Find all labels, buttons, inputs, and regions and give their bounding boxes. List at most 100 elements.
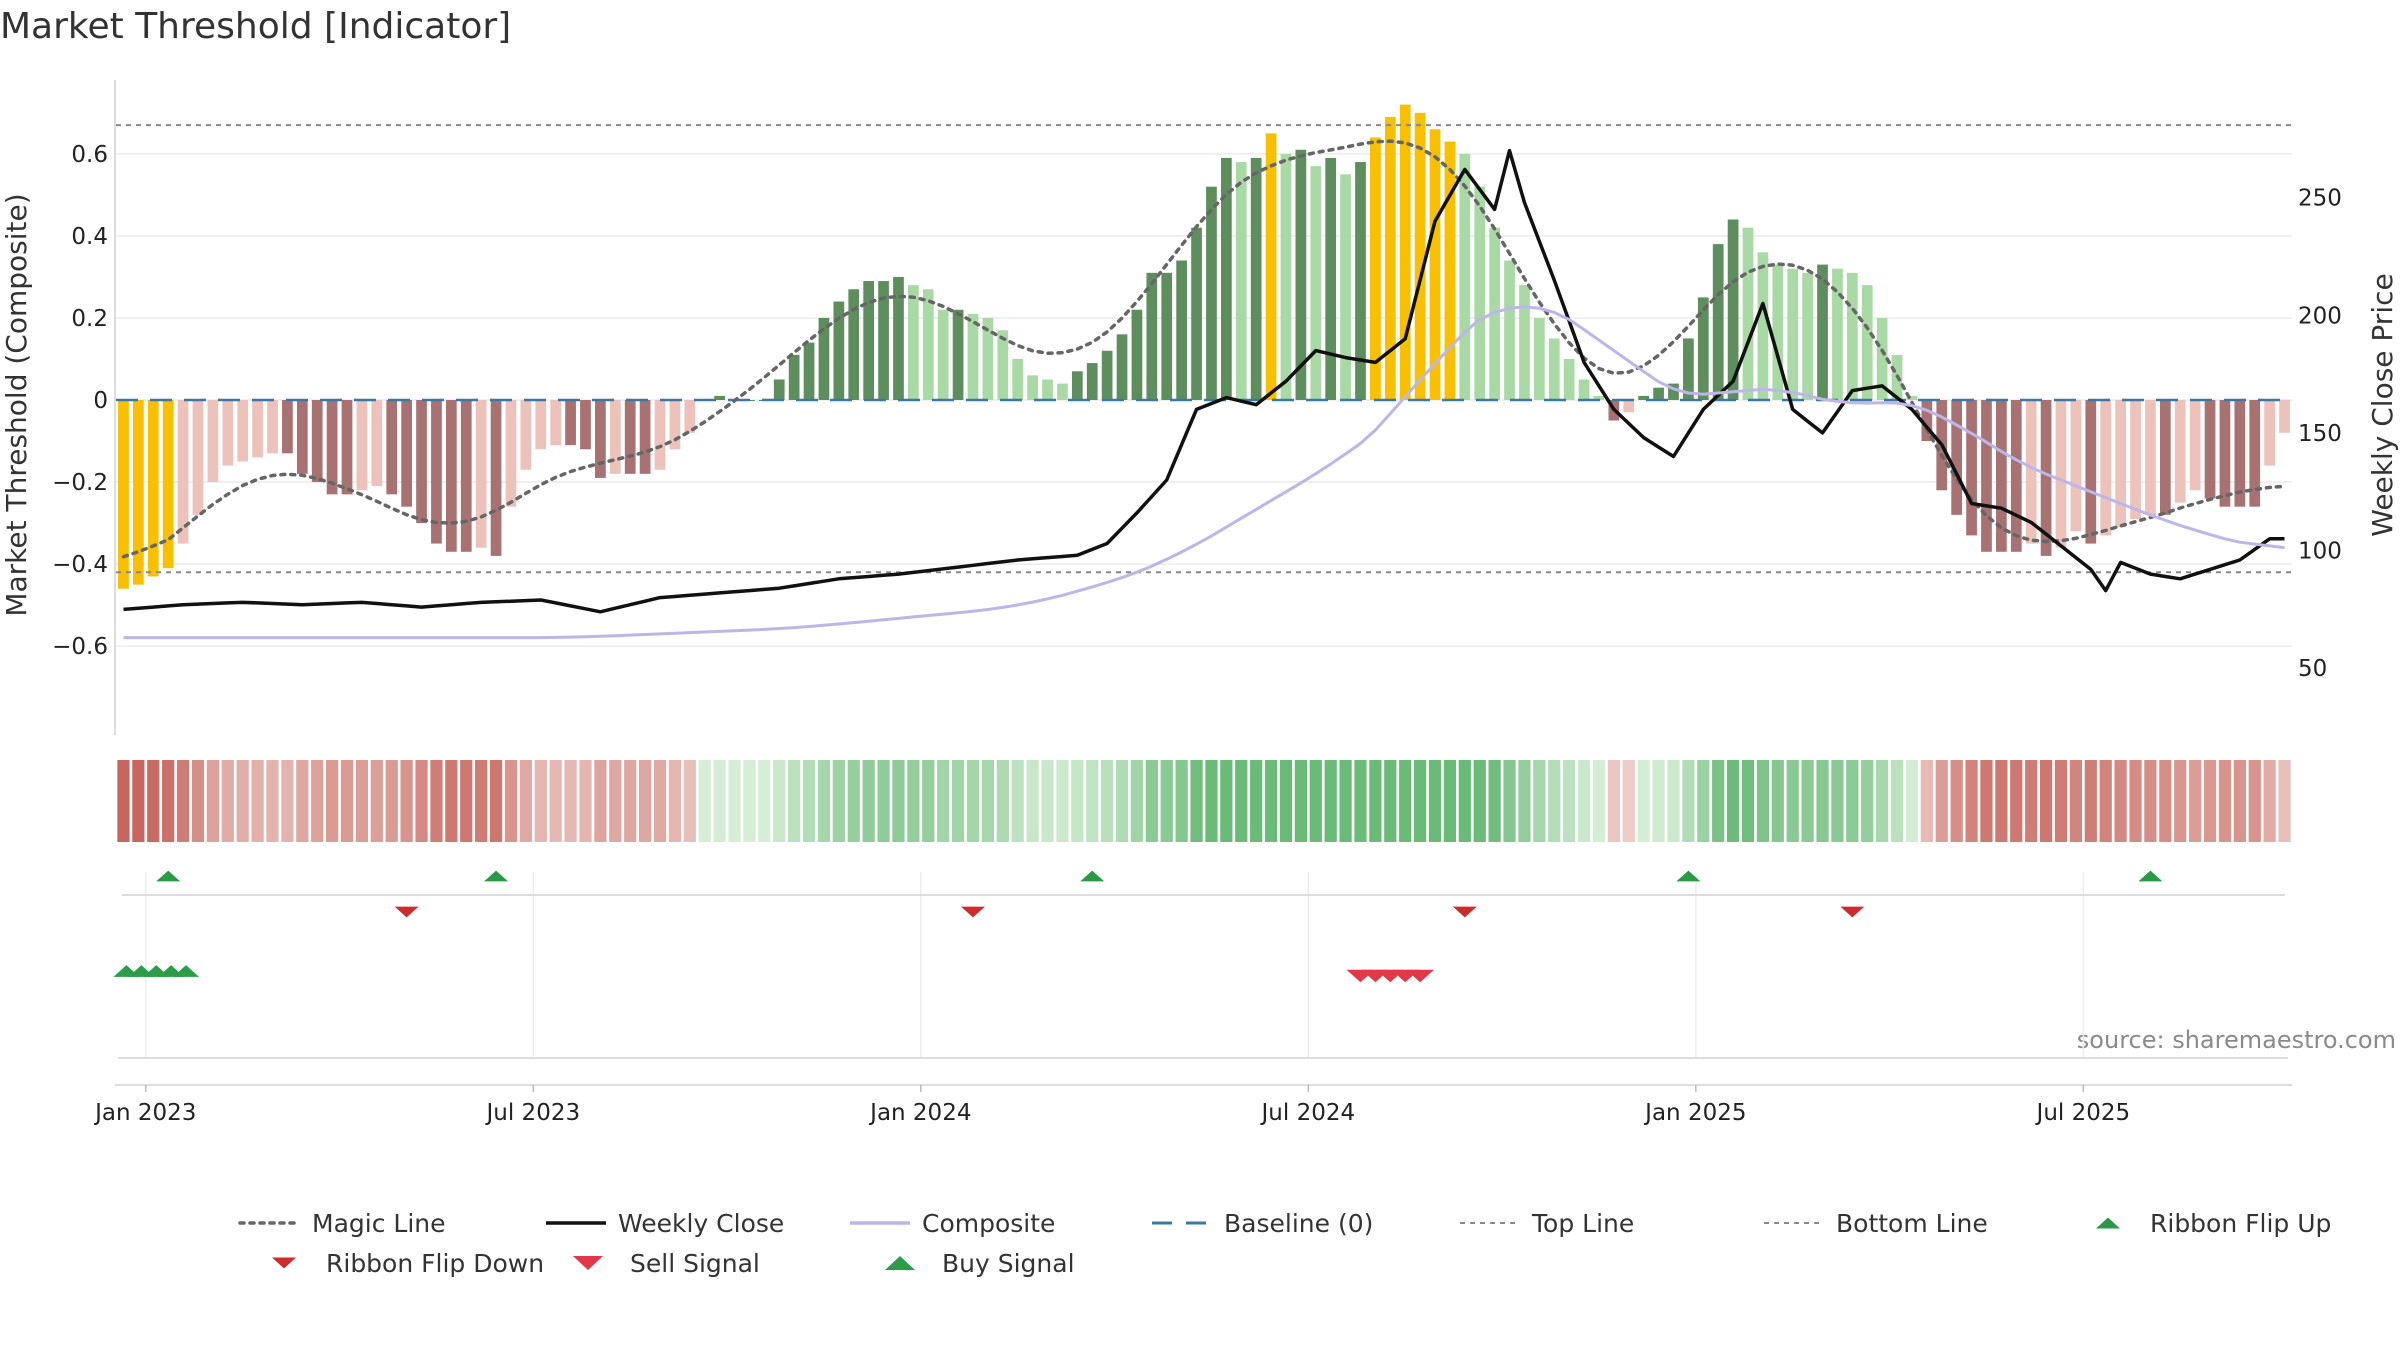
ribbon-cell: [951, 760, 965, 842]
composite-bar: [565, 400, 576, 446]
ribbon-cell: [877, 760, 890, 842]
composite-bar: [296, 400, 308, 474]
composite-bar: [1712, 244, 1724, 400]
composite-bar: [311, 400, 323, 483]
composite-bar: [1861, 285, 1873, 400]
x-tick-label: Jan 2023: [93, 1100, 196, 1126]
ribbon-cell: [698, 760, 711, 842]
composite-bar: [1832, 268, 1843, 400]
ribbon-cell: [430, 760, 443, 842]
legend-item-sell: Sell Signal: [573, 1249, 760, 1278]
ribbon-flip-up-marker: [1676, 870, 1701, 882]
legend-item-buy: Buy Signal: [885, 1249, 1075, 1278]
ribbon-cell: [2248, 760, 2261, 842]
legend-swatch-flipdown: [272, 1257, 296, 1269]
chart-title: Market Threshold [Indicator]: [0, 6, 511, 47]
composite-bar: [982, 317, 994, 400]
ribbon-cell: [1592, 760, 1606, 842]
legend-item-composite: Composite: [850, 1209, 1055, 1238]
composite-bar: [1519, 285, 1530, 400]
x-tick-label: Jul 2025: [2035, 1100, 2131, 1126]
composite-bar: [341, 400, 353, 495]
composite-bar: [1459, 153, 1471, 400]
ribbon-cell: [355, 760, 369, 842]
legend-label: Weekly Close: [618, 1209, 784, 1238]
composite-bar: [252, 400, 263, 458]
ribbon-cell: [1160, 760, 1173, 842]
ribbon-cell: [1533, 760, 1546, 842]
legend-label: Buy Signal: [942, 1249, 1075, 1278]
ribbon-cell: [176, 760, 190, 842]
y-axis-label: Market Threshold (Composite): [0, 193, 33, 616]
source-note: source: sharemaestro.com: [2077, 1026, 2396, 1054]
ribbon-cell: [1726, 760, 1740, 842]
composite-bar: [1444, 141, 1456, 401]
composite-bar: [1235, 162, 1247, 400]
composite-bar: [2100, 400, 2112, 536]
composite-bar: [1042, 379, 1053, 400]
ribbon-cell: [2263, 760, 2276, 842]
ribbon-cell: [296, 760, 309, 842]
ribbon-cell: [1026, 760, 1039, 842]
ribbon-cell: [564, 760, 577, 842]
composite-bar: [1325, 157, 1337, 400]
ribbon-cell: [2278, 760, 2291, 842]
composite-bar: [1161, 272, 1173, 400]
y-tick-label: −0.4: [52, 552, 108, 578]
composite-bar: [1206, 186, 1217, 400]
ribbon-cell: [2174, 760, 2187, 842]
composite-bar: [1146, 272, 1158, 400]
composite-bar: [1191, 227, 1202, 400]
ribbon-cell: [2144, 760, 2157, 842]
ribbon-flip-down-marker: [1452, 906, 1477, 918]
ribbon-cell: [117, 760, 130, 842]
composite-bar: [1981, 400, 1992, 552]
composite-bar: [1414, 112, 1426, 401]
y2-tick-label: 200: [2298, 303, 2342, 329]
ribbon-cell: [132, 760, 145, 842]
ribbon-cell: [1428, 760, 1442, 842]
ribbon-cell: [907, 760, 920, 842]
ribbon-cell: [638, 760, 652, 842]
ribbon-cell: [2203, 760, 2217, 842]
ribbon-cell: [2069, 760, 2083, 842]
ribbon-cell: [1384, 760, 1397, 842]
composite-bar: [2204, 400, 2216, 499]
composite-bar: [848, 289, 860, 400]
ribbon-cell: [2189, 760, 2202, 842]
ribbon-cell: [1086, 760, 1099, 842]
composite-bar: [922, 289, 934, 400]
ribbon-cell: [1041, 760, 1054, 842]
ribbon-cell: [862, 760, 875, 842]
y-tick-label: 0.6: [71, 142, 108, 168]
y2-tick-label: 50: [2298, 656, 2327, 682]
y2-axis-ticks: 250 200 150 100 50: [2298, 186, 2342, 683]
composite-bar: [1668, 383, 1679, 400]
ribbon-cell: [206, 760, 219, 842]
composite-bar: [1757, 252, 1769, 400]
ribbon-cell: [311, 760, 324, 842]
ribbon-cell: [1756, 760, 1770, 842]
x-tick-label: Jul 2023: [485, 1100, 581, 1126]
ribbon-cell: [1056, 760, 1069, 842]
ribbon-cell: [1503, 760, 1516, 842]
legend-label: Composite: [922, 1209, 1055, 1238]
ribbon-cell: [370, 760, 383, 842]
composite-bar: [595, 400, 606, 478]
composite-bar: [207, 400, 219, 483]
ribbon-cell: [1518, 760, 1531, 842]
composite-bar: [1429, 129, 1441, 400]
legend-label: Sell Signal: [630, 1249, 760, 1278]
legend-item-magic: Magic Line: [238, 1209, 446, 1238]
ribbon-cell: [966, 760, 980, 842]
composite-bar: [535, 400, 547, 450]
ribbon-cell: [1473, 760, 1486, 842]
ribbon-cell: [579, 760, 592, 842]
composite-bar: [1295, 149, 1307, 400]
ribbon-cell: [2025, 760, 2038, 842]
ribbon-cell: [1250, 760, 1263, 842]
composite-bar: [2040, 400, 2052, 556]
ribbon-cell: [534, 760, 547, 842]
ribbon-cell: [1399, 760, 1412, 842]
ribbon-cell: [1220, 760, 1233, 842]
